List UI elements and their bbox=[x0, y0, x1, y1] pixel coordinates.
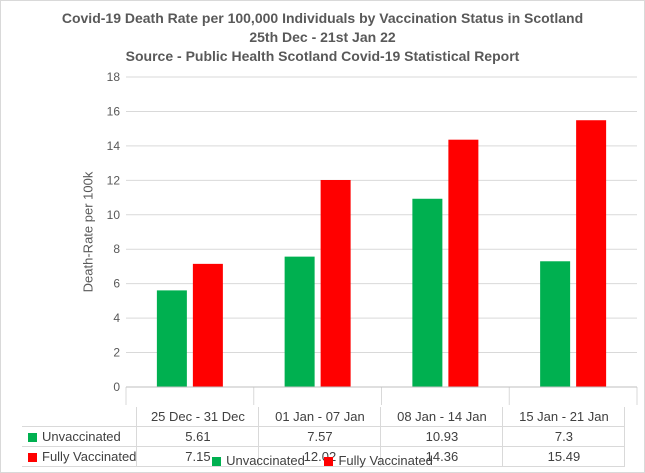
category-label: 15 Jan - 21 Jan bbox=[502, 407, 626, 427]
chart-subtitle: 25th Dec - 21st Jan 22 bbox=[249, 29, 396, 45]
legend-label: Unvaccinated bbox=[226, 453, 305, 468]
bar-fully-vaccinated bbox=[576, 120, 607, 387]
legend-item-fully-vaccinated: Fully Vaccinated bbox=[324, 453, 433, 468]
y-tick-label: 12 bbox=[107, 173, 121, 187]
chart-title-block: Covid-19 Death Rate per 100,000 Individu… bbox=[0, 9, 645, 66]
table-cell-value: 7.57 bbox=[258, 426, 382, 447]
table-cell-value: 12.02 bbox=[258, 446, 382, 467]
legend-item-unvaccinated: Unvaccinated bbox=[212, 453, 305, 468]
bar-unvaccinated bbox=[284, 256, 315, 387]
category-label: 01 Jan - 07 Jan bbox=[258, 407, 382, 427]
y-tick-label: 2 bbox=[113, 346, 120, 360]
y-tick-label: 8 bbox=[113, 242, 120, 256]
table-cell-value: 10.93 bbox=[380, 426, 504, 447]
bar-unvaccinated bbox=[156, 290, 187, 387]
table-cell-value: 7.15 bbox=[136, 446, 260, 467]
series-key-swatch bbox=[28, 453, 37, 462]
y-tick-label: 18 bbox=[107, 70, 121, 84]
category-label: 25 Dec - 31 Dec bbox=[136, 407, 260, 427]
table-cell-value: 5.61 bbox=[136, 426, 260, 447]
table-cell-value: 15.49 bbox=[502, 446, 626, 467]
bar-unvaccinated bbox=[412, 198, 443, 387]
table-cell-value: 14.36 bbox=[380, 446, 504, 467]
table-cell-value: 7.3 bbox=[502, 426, 626, 447]
bar-unvaccinated bbox=[540, 261, 571, 387]
y-tick-label: 14 bbox=[107, 139, 121, 153]
legend-swatch bbox=[212, 457, 222, 466]
category-label: 08 Jan - 14 Jan bbox=[380, 407, 504, 427]
bar-fully-vaccinated bbox=[320, 179, 351, 387]
chart-title: Covid-19 Death Rate per 100,000 Individu… bbox=[61, 10, 584, 26]
row-header-fully-vaccinated: Fully Vaccinated bbox=[22, 446, 138, 467]
row-header-unvaccinated: Unvaccinated bbox=[22, 426, 138, 447]
data-table: 25 Dec - 31 Dec 01 Jan - 07 Jan 08 Jan -… bbox=[22, 407, 626, 467]
y-tick-label: 0 bbox=[113, 380, 120, 394]
legend-label: Fully Vaccinated bbox=[338, 453, 433, 468]
bar-fully-vaccinated bbox=[448, 139, 479, 387]
data-table-corner bbox=[22, 407, 137, 427]
y-tick-label: 10 bbox=[107, 208, 121, 222]
data-table-row-fully-vaccinated: Fully Vaccinated 7.15 12.02 14.36 15.49 bbox=[22, 446, 626, 467]
series-key-swatch bbox=[28, 433, 37, 442]
data-table-row-unvaccinated: Unvaccinated 5.61 7.57 10.93 7.3 bbox=[22, 426, 626, 447]
series-name: Unvaccinated bbox=[42, 429, 121, 444]
series-name: Fully Vaccinated bbox=[42, 449, 137, 464]
chart-source: Source - Public Health Scotland Covid-19… bbox=[125, 48, 520, 64]
y-tick-label: 6 bbox=[113, 277, 120, 291]
legend-swatch bbox=[324, 457, 334, 466]
y-tick-label: 16 bbox=[107, 104, 121, 118]
legend: Unvaccinated Fully Vaccinated bbox=[0, 453, 645, 468]
data-table-header-row: 25 Dec - 31 Dec 01 Jan - 07 Jan 08 Jan -… bbox=[22, 407, 626, 427]
bar-fully-vaccinated bbox=[192, 263, 223, 387]
y-tick-label: 4 bbox=[113, 311, 120, 325]
